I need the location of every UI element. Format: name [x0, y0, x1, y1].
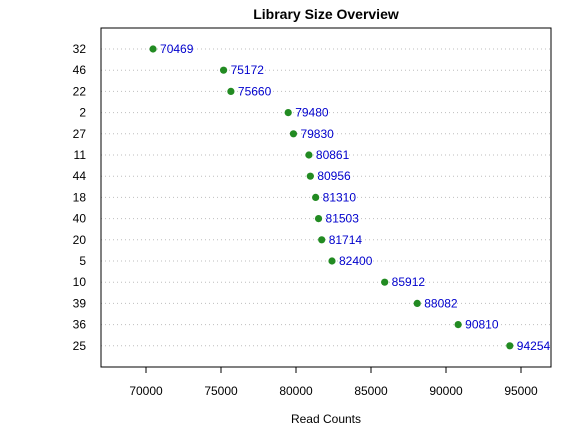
- category-label: 18: [73, 190, 87, 204]
- data-label: 85912: [392, 275, 426, 289]
- data-label: 90810: [465, 318, 499, 332]
- data-point: [454, 321, 462, 329]
- data-label: 80861: [316, 148, 350, 162]
- data-label: 79830: [300, 127, 334, 141]
- category-label: 5: [79, 254, 86, 268]
- data-point: [314, 215, 323, 223]
- category-label: 20: [73, 233, 87, 247]
- data-label: 79480: [295, 106, 329, 120]
- data-point: [413, 299, 421, 307]
- data-point: [227, 87, 235, 95]
- data-point: [328, 257, 336, 265]
- data-label: 75172: [231, 63, 265, 77]
- data-label: 81714: [329, 233, 363, 247]
- x-tick-label: 90000: [429, 384, 463, 398]
- data-point: [149, 45, 157, 53]
- category-label: 10: [73, 275, 87, 289]
- x-axis-label: Read Counts: [291, 412, 361, 425]
- plot-frame: [100, 27, 552, 368]
- x-tick-label: 95000: [504, 384, 538, 398]
- category-label: 2: [79, 106, 86, 120]
- category-label: 25: [73, 339, 87, 353]
- category-label: 39: [73, 296, 87, 310]
- data-point: [284, 109, 292, 117]
- category-label: 36: [73, 318, 87, 332]
- data-point: [289, 130, 298, 138]
- data-label: 70469: [160, 42, 194, 56]
- data-label: 81503: [326, 212, 360, 226]
- data-point: [312, 193, 320, 201]
- category-label: 22: [73, 84, 87, 98]
- data-label: 81310: [323, 190, 357, 204]
- data-point: [306, 172, 314, 180]
- category-label: 32: [73, 42, 87, 56]
- data-label: 94254: [517, 339, 551, 353]
- data-point: [219, 66, 228, 74]
- category-label: 40: [73, 212, 87, 226]
- data-point: [506, 342, 514, 350]
- x-tick-label: 85000: [354, 384, 388, 398]
- x-tick-label: 80000: [279, 384, 313, 398]
- category-label: 46: [73, 63, 87, 77]
- data-point: [381, 278, 389, 286]
- data-labels: 70469 75172 75660 79480 79830 80861 80956 81310…: [160, 42, 550, 353]
- category-label: 44: [73, 169, 87, 183]
- x-tick-label: 70000: [129, 384, 163, 398]
- data-points: [149, 45, 514, 350]
- x-axis: 70000 75000 80000 85000 90000 95000: [129, 367, 538, 398]
- data-point: [318, 236, 326, 244]
- chart-title: Library Size Overview: [253, 6, 399, 22]
- x-tick-label: 75000: [204, 384, 238, 398]
- data-point: [305, 151, 313, 159]
- gridlines: [101, 48, 551, 347]
- category-label: 11: [74, 148, 87, 162]
- data-label: 80956: [317, 169, 351, 183]
- data-label: 88082: [424, 296, 458, 310]
- data-label: 75660: [238, 84, 272, 98]
- category-label: 27: [73, 127, 87, 141]
- data-label: 82400: [339, 254, 373, 268]
